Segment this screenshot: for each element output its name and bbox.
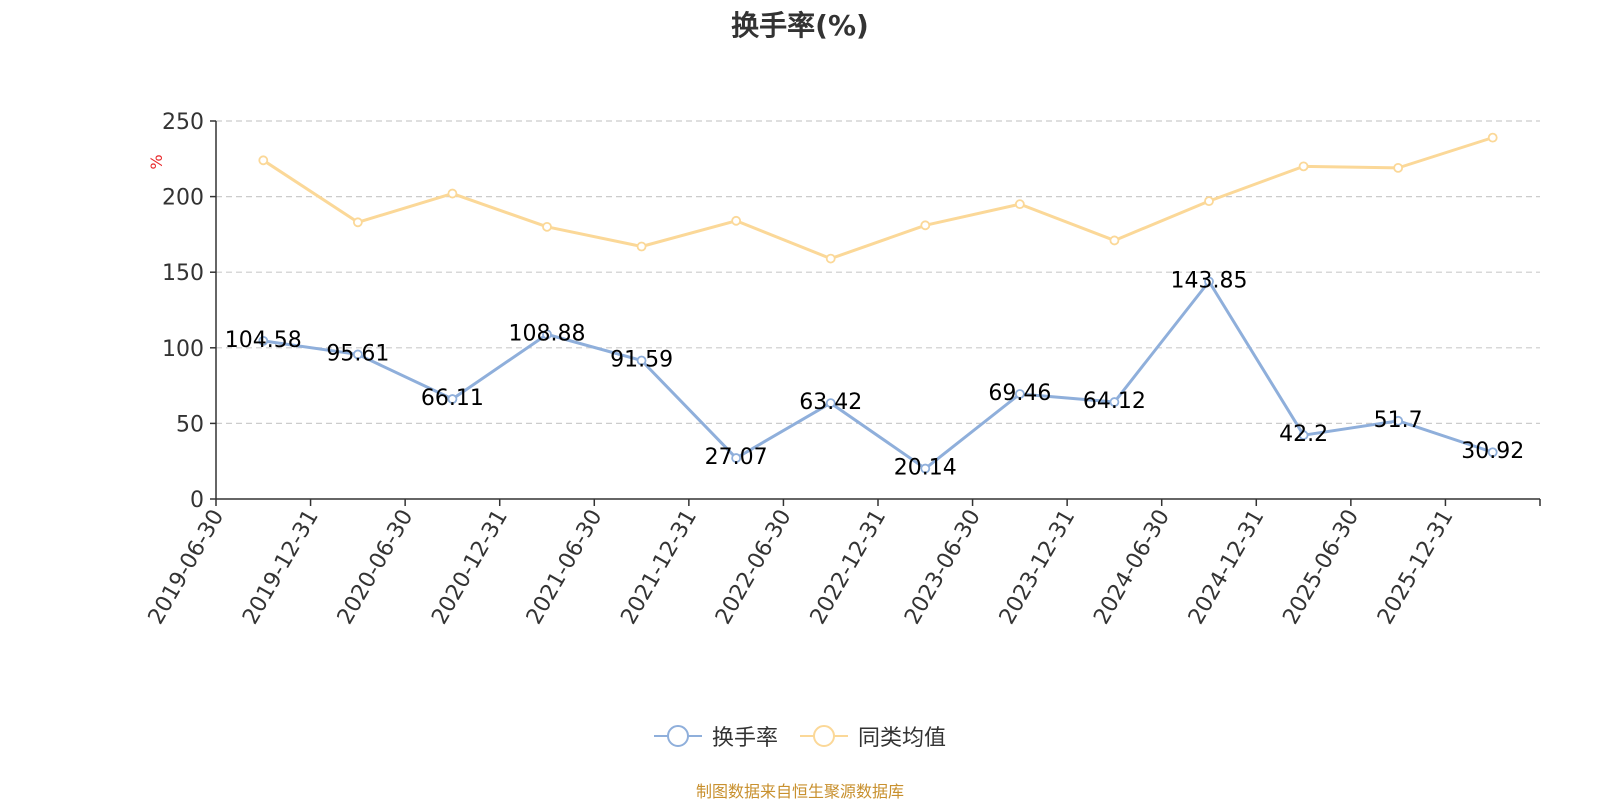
data-point-turnover [258, 335, 269, 346]
grid-lines [216, 120, 1540, 424]
y-tick-label: 100 [162, 337, 204, 362]
y-axis-label: % [147, 154, 166, 169]
data-point-peer-average [1014, 199, 1025, 210]
legend-item-turnover[interactable]: 换手率 [653, 720, 778, 752]
data-point-turnover [1298, 430, 1309, 441]
data-label: 42.2 [1279, 422, 1328, 447]
y-tick-label: 0 [190, 488, 204, 513]
data-point-peer-average [352, 217, 363, 228]
legend: 换手率 同类均值 [0, 720, 1600, 752]
data-label: 104.58 [225, 328, 302, 353]
data-point-peer-average [1487, 132, 1498, 143]
data-point-turnover [542, 329, 552, 340]
y-tick-label: 150 [162, 261, 204, 286]
y-tick-label: 250 [162, 110, 204, 135]
x-tick-label: 2022-12-31 [806, 506, 892, 629]
data-label: 108.88 [509, 321, 586, 346]
data-point-turnover [920, 463, 931, 474]
data-point-turnover [1393, 415, 1404, 426]
data-point-peer-average [1109, 235, 1120, 246]
data-label: 20.14 [894, 456, 957, 481]
data-label: 95.61 [326, 341, 389, 366]
y-tick-label: 50 [176, 412, 204, 437]
x-tick-label: 2020-06-30 [333, 506, 419, 629]
data-label: 27.07 [705, 445, 768, 470]
data-point-peer-average [1204, 196, 1214, 207]
data-point-peer-average [1298, 161, 1309, 172]
data-label: 143.85 [1171, 268, 1248, 293]
data-labels: 104.58 95.61 66.11 108.88 91.59 27.07 63.42 20.… [225, 268, 1524, 480]
data-point-turnover [352, 349, 363, 360]
data-label: 66.11 [421, 386, 484, 411]
data-point-turnover [1014, 389, 1025, 399]
data-label: 91.59 [610, 348, 673, 373]
data-label: 63.42 [799, 390, 862, 415]
x-tick-label: 2021-06-30 [522, 506, 608, 629]
series-lines [258, 132, 1498, 474]
data-point-peer-average [542, 221, 552, 232]
series-line-turnover [263, 279, 1494, 471]
data-point-turnover [636, 355, 647, 366]
x-tick-label: 2022-06-30 [711, 506, 797, 629]
data-point-peer-average [636, 241, 647, 252]
data-point-peer-average [258, 155, 269, 166]
chart-title: 换手率(%) [731, 9, 869, 42]
x-tick-label: 2023-06-30 [900, 506, 986, 629]
legend-marker-turnover-icon [653, 724, 702, 748]
data-point-turnover [1487, 447, 1498, 458]
x-tick-label: 2025-12-31 [1373, 506, 1459, 629]
x-tick-label: 2020-12-31 [427, 506, 513, 629]
data-point-peer-average [447, 188, 458, 199]
data-label: 51.7 [1374, 408, 1423, 433]
x-tick-label: 2023-12-31 [995, 506, 1081, 629]
legend-label-turnover: 换手率 [711, 726, 778, 751]
data-point-turnover [1204, 276, 1214, 287]
data-point-turnover [447, 394, 458, 404]
x-tick-label: 2024-12-31 [1184, 506, 1270, 629]
legend-marker-peer-average-icon [800, 724, 848, 748]
data-point-peer-average [731, 215, 742, 226]
x-tick-label: 2025-06-30 [1278, 506, 1364, 629]
data-point-peer-average [825, 253, 836, 264]
data-point-peer-average [920, 220, 931, 231]
source-note: 制图数据来自恒生聚源数据库 [695, 782, 904, 801]
y-tick-label: 200 [162, 186, 204, 211]
x-tick-label: 2019-12-31 [238, 506, 324, 629]
legend-label-peer-average: 同类均值 [858, 726, 947, 751]
series-line-peer-average [262, 136, 1494, 261]
x-tick-label: 2019-06-30 [144, 506, 230, 629]
x-tick-label: 2021-12-31 [616, 506, 702, 629]
data-point-turnover [825, 398, 836, 409]
data-point-turnover [1109, 397, 1120, 407]
data-label: 64.12 [1083, 389, 1146, 414]
data-point-turnover [731, 453, 742, 463]
data-label: 69.46 [988, 381, 1051, 406]
legend-item-peer-average[interactable]: 同类均值 [800, 720, 946, 752]
x-tick-label: 2024-06-30 [1089, 506, 1175, 629]
data-label: 30.92 [1461, 439, 1524, 464]
data-point-peer-average [1393, 162, 1404, 173]
